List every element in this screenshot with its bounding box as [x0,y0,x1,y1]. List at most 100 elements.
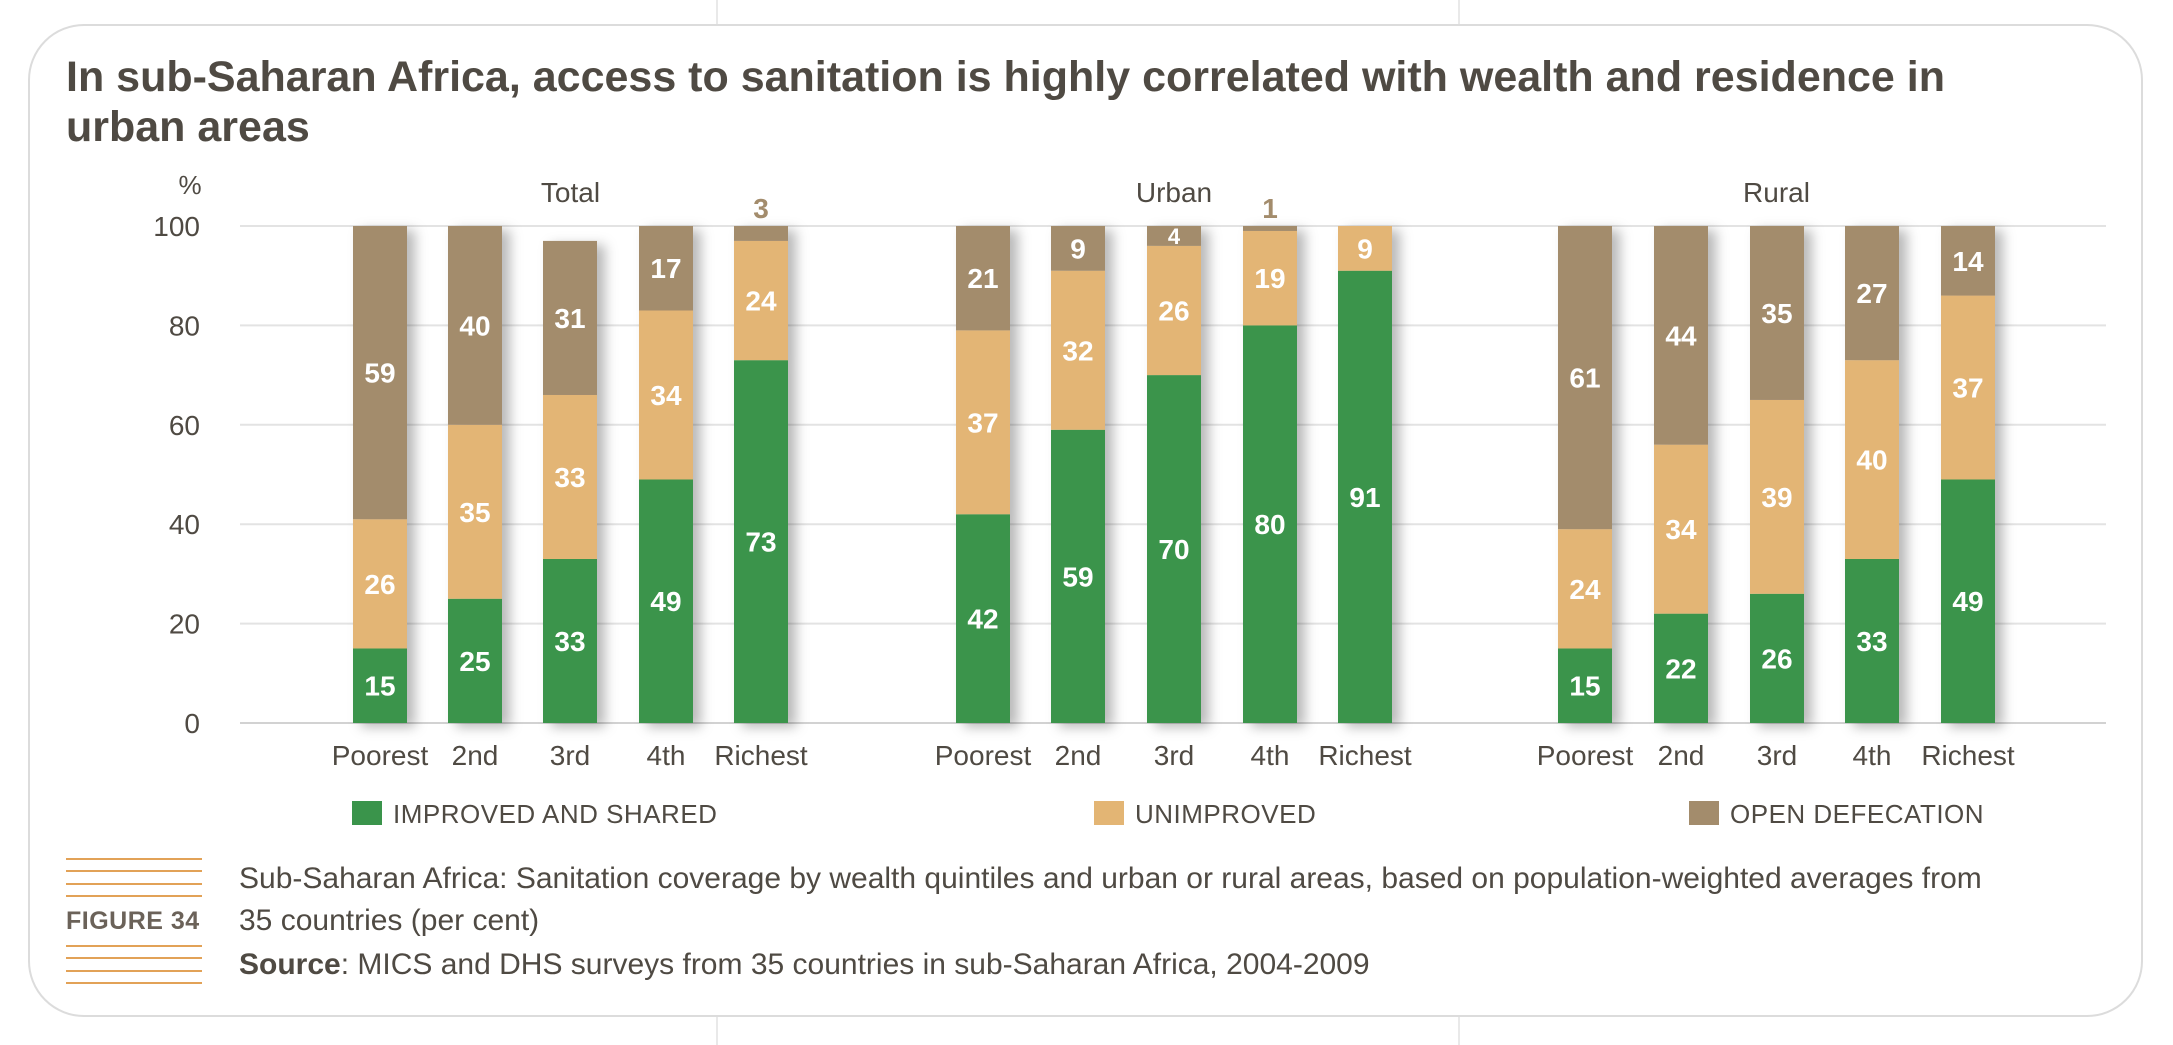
segment-total-3rd-open-defecation [543,240,597,395]
segment-rural-4th-improved-and-shared [1845,558,1899,723]
data-label-total-4th-improved-and-shared: 49 [650,586,681,617]
data-label-rural-2nd-open-defecation: 44 [1665,320,1697,351]
segment-urban-4th-open-defecation [1243,226,1297,231]
segment-total-3rd-unimproved [543,394,597,559]
x-tick-label-urban-poorest: Poorest [935,740,1032,771]
data-label-total-3rd-unimproved: 33 [554,462,585,493]
chart-panels: Total 15 26 59 Poorest 25 35 40 2nd 33 33 31 3rd 49 34… [332,177,2015,771]
legend-item-unimproved: UNIMPROVED [1094,799,1316,829]
bar-urban-3rd [1147,226,1201,723]
segment-total-2nd-unimproved [448,424,502,599]
panel-total: Total152659Poorest2535402nd3333313rd4934… [332,177,808,771]
data-label-rural-richest-improved-and-shared: 49 [1952,586,1983,617]
x-tick-label-urban-2nd: 2nd [1055,740,1102,771]
data-label-rural-4th-open-defecation: 27 [1856,278,1887,309]
segment-urban-3rd-unimproved [1147,245,1201,376]
data-label-rural-4th-improved-and-shared: 33 [1856,626,1887,657]
data-label-urban-4th-open-defecation: 1 [1262,193,1278,224]
segment-total-4th-improved-and-shared [639,479,693,723]
data-label-total-richest-unimproved: 24 [745,286,777,317]
segment-urban-poorest-open-defecation [956,226,1010,331]
data-label-total-3rd-improved-and-shared: 33 [554,626,585,657]
data-label-total-poorest-unimproved: 26 [364,569,395,600]
segment-rural-poorest-improved-and-shared [1558,648,1612,723]
segment-total-poorest-unimproved [353,519,407,649]
legend-label-open-defecation: OPEN DEFECATION [1730,799,1984,829]
panel-title-total: Total [541,177,600,208]
data-label-rural-richest-unimproved: 37 [1952,373,1983,404]
segment-rural-3rd-open-defecation [1750,226,1804,400]
bar-total-2nd [448,226,502,723]
data-label-rural-richest-open-defecation: 14 [1952,246,1984,277]
bar-rural-4th [1845,226,1899,723]
source-text: : MICS and DHS surveys from 35 countries… [340,948,1370,981]
segment-urban-2nd-open-defecation [1051,226,1105,271]
data-label-rural-2nd-unimproved: 34 [1665,514,1697,545]
segment-urban-4th-improved-and-shared [1243,325,1297,723]
data-label-urban-richest-improved-and-shared: 91 [1349,482,1380,513]
data-label-urban-poorest-improved-and-shared: 42 [967,604,998,635]
bar-rural-2nd [1654,226,1708,723]
legend-label-improved-and-shared: IMPROVED AND SHARED [393,799,717,829]
data-label-rural-3rd-open-defecation: 35 [1761,298,1792,329]
data-label-urban-4th-improved-and-shared: 80 [1254,509,1285,540]
x-tick-label-urban-3rd: 3rd [1154,740,1194,771]
segment-urban-3rd-open-defecation [1147,226,1201,246]
legend-label-unimproved: UNIMPROVED [1135,799,1316,829]
panel-urban: Urban423721Poorest593292nd702643rd801914… [935,177,1412,771]
segment-urban-poorest-improved-and-shared [956,514,1010,723]
segment-total-4th-unimproved [639,310,693,480]
bar-total-poorest [353,226,407,723]
x-tick-label-rural-3rd: 3rd [1757,740,1797,771]
segment-urban-richest-unimproved [1338,226,1392,271]
legend-item-open-defecation: OPEN DEFECATION [1689,799,1984,829]
segment-rural-3rd-improved-and-shared [1750,593,1804,723]
x-tick-label-total-richest: Richest [714,740,808,771]
segment-total-poorest-open-defecation [353,226,407,520]
segment-rural-richest-unimproved [1941,295,1995,480]
segment-total-richest-unimproved [734,240,788,361]
data-label-rural-poorest-unimproved: 24 [1569,574,1601,605]
segment-urban-2nd-improved-and-shared [1051,429,1105,723]
bar-urban-poorest [956,226,1010,723]
segment-total-poorest-improved-and-shared [353,648,407,723]
segment-total-2nd-open-defecation [448,226,502,425]
y-tick-label-60: 60 [169,410,200,441]
data-label-total-4th-open-defecation: 17 [650,253,681,284]
y-tick-label-100: 100 [153,211,200,242]
data-label-rural-3rd-unimproved: 39 [1761,482,1792,513]
y-tick-label-80: 80 [169,310,200,341]
segment-rural-richest-improved-and-shared [1941,479,1995,723]
y-tick-label-40: 40 [169,509,200,540]
data-label-total-2nd-open-defecation: 40 [459,310,490,341]
data-label-total-2nd-improved-and-shared: 25 [459,646,490,677]
bar-rural-poorest [1558,226,1612,723]
figure-source: Source: MICS and DHS surveys from 35 cou… [239,944,1989,986]
data-label-total-3rd-open-defecation: 31 [554,303,585,334]
data-label-total-poorest-open-defecation: 59 [364,358,395,389]
data-label-total-poorest-improved-and-shared: 15 [364,671,395,702]
x-tick-label-rural-2nd: 2nd [1658,740,1705,771]
data-label-urban-poorest-unimproved: 37 [967,407,998,438]
data-label-urban-3rd-open-defecation: 4 [1168,224,1181,249]
legend-swatch-open-defecation [1689,801,1719,825]
segment-rural-poorest-open-defecation [1558,226,1612,530]
segment-total-richest-open-defecation [734,226,788,241]
y-axis-label: % [178,170,201,200]
segment-total-4th-open-defecation [639,226,693,311]
data-label-rural-3rd-improved-and-shared: 26 [1761,643,1792,674]
segment-total-richest-improved-and-shared [734,360,788,723]
panel-rural: Rural 15 24 61 Poorest 22 34 44 2nd 26 39 35 3rd 33 40… [1537,177,2015,771]
data-label-rural-poorest-open-defecation: 61 [1569,363,1600,394]
x-tick-label-urban-richest: Richest [1318,740,1412,771]
x-tick-label-rural-richest: Richest [1921,740,2015,771]
segment-urban-poorest-unimproved [956,330,1010,515]
data-label-total-2nd-unimproved: 35 [459,497,490,528]
bar-rural-richest [1941,226,1995,723]
segment-urban-3rd-improved-and-shared [1147,375,1201,723]
legend: IMPROVED AND SHARED UNIMPROVED OPEN DEFECA… [352,799,1984,829]
data-label-urban-2nd-unimproved: 32 [1062,335,1093,366]
segment-rural-richest-open-defecation [1941,226,1995,296]
bar-total-3rd [543,240,597,723]
